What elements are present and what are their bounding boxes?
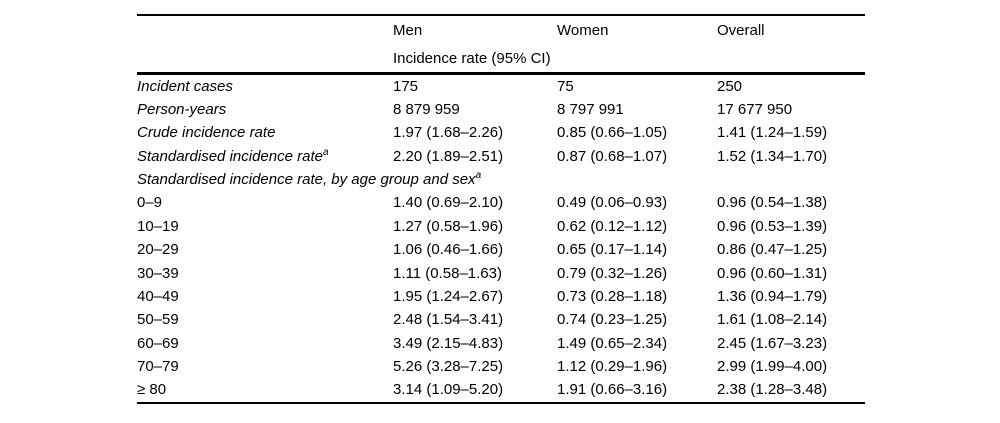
women-value: 75 — [557, 77, 574, 95]
table-row: Crude incidence rate 1.97 (1.68–2.26) 0.… — [137, 121, 865, 144]
table-header: Men Women Overall Incidence rate (95% CI… — [137, 15, 865, 73]
row-label: Crude incidence rate — [137, 124, 276, 142]
footnote-marker: a — [475, 170, 482, 182]
column-header-men: Men — [393, 22, 423, 39]
women-value: 0.87 (0.68–1.07) — [557, 147, 668, 165]
subheader-incidence-rate: Incidence rate (95% CI) — [393, 49, 551, 67]
table-row: 60–69 3.49 (2.15–4.83) 1.49 (0.65–2.34) … — [137, 331, 865, 354]
overall-value: 0.96 (0.60–1.31) — [717, 264, 828, 282]
subheader-empty — [137, 45, 393, 73]
women-value: 1.49 (0.65–2.34) — [557, 334, 668, 352]
table-row: 10–19 1.27 (0.58–1.96) 0.62 (0.12–1.12) … — [137, 215, 865, 238]
men-value: 5.26 (3.28–7.25) — [393, 357, 504, 375]
men-value: 1.95 (1.24–2.67) — [393, 287, 504, 305]
column-header-row: Men Women Overall — [137, 15, 865, 45]
table-row: 50–59 2.48 (1.54–3.41) 0.74 (0.23–1.25) … — [137, 308, 865, 331]
women-value: 0.65 (0.17–1.14) — [557, 241, 668, 259]
age-group-label: 60–69 — [137, 334, 179, 352]
table-row: Incident cases 175 75 250 — [137, 73, 865, 98]
age-group-label: 30–39 — [137, 264, 179, 282]
overall-value: 2.99 (1.99–4.00) — [717, 357, 828, 375]
women-value: 0.79 (0.32–1.26) — [557, 264, 668, 282]
section-label-text: Standardised incidence rate, by age grou… — [137, 171, 476, 189]
men-value: 1.06 (0.46–1.66) — [393, 241, 504, 259]
age-group-label: ≥ 80 — [137, 381, 167, 399]
age-group-label: 50–59 — [137, 311, 179, 329]
men-value: 1.27 (0.58–1.96) — [393, 217, 504, 235]
section-label: Standardised incidence rate, by age grou… — [137, 168, 865, 191]
women-value: 0.62 (0.12–1.12) — [557, 217, 668, 235]
overall-value: 0.86 (0.47–1.25) — [717, 241, 828, 259]
table-row: 40–49 1.95 (1.24–2.67) 0.73 (0.28–1.18) … — [137, 285, 865, 308]
men-value: 2.48 (1.54–3.41) — [393, 311, 504, 329]
men-value: 1.40 (0.69–2.10) — [393, 194, 504, 212]
overall-value: 1.52 (1.34–1.70) — [717, 147, 828, 165]
age-group-label: 40–49 — [137, 287, 179, 305]
row-label: Incident cases — [137, 77, 233, 95]
table-row: 30–39 1.11 (0.58–1.63) 0.79 (0.32–1.26) … — [137, 261, 865, 284]
women-value: 0.74 (0.23–1.25) — [557, 311, 668, 329]
age-group-label: 10–19 — [137, 217, 179, 235]
overall-value: 0.96 (0.53–1.39) — [717, 217, 828, 235]
women-value: 8 797 991 — [557, 101, 624, 119]
women-value: 0.85 (0.66–1.05) — [557, 124, 668, 142]
overall-value: 1.36 (0.94–1.79) — [717, 287, 828, 305]
overall-value: 1.61 (1.08–2.14) — [717, 311, 828, 329]
men-value: 1.97 (1.68–2.26) — [393, 124, 504, 142]
men-value: 1.11 (0.58–1.63) — [393, 264, 502, 282]
overall-value: 17 677 950 — [717, 101, 793, 119]
incidence-table: Men Women Overall Incidence rate (95% CI… — [137, 14, 865, 404]
row-label: Person-years — [137, 101, 227, 119]
overall-value: 1.41 (1.24–1.59) — [717, 124, 828, 142]
row-label: Standardised incidence ratea — [137, 145, 393, 168]
women-value: 0.49 (0.06–0.93) — [557, 194, 668, 212]
women-value: 1.12 (0.29–1.96) — [557, 357, 668, 375]
age-group-label: 0–9 — [137, 194, 163, 212]
overall-value: 2.45 (1.67–3.23) — [717, 334, 828, 352]
age-group-label: 20–29 — [137, 241, 179, 259]
table-row: 70–79 5.26 (3.28–7.25) 1.12 (0.29–1.96) … — [137, 355, 865, 378]
overall-value: 2.38 (1.28–3.48) — [717, 381, 828, 399]
men-value: 2.20 (1.89–2.51) — [393, 147, 504, 165]
incidence-table-wrapper: Men Women Overall Incidence rate (95% CI… — [137, 14, 865, 404]
men-value: 3.49 (2.15–4.83) — [393, 334, 504, 352]
overall-value: 0.96 (0.54–1.38) — [717, 194, 828, 212]
column-header-women: Women — [557, 22, 609, 39]
row-label-header-empty — [137, 15, 393, 45]
subheader-row: Incidence rate (95% CI) — [137, 45, 865, 73]
age-group-label: 70–79 — [137, 357, 179, 375]
table-row: Person-years 8 879 959 8 797 991 17 677 … — [137, 98, 865, 121]
men-value: 8 879 959 — [393, 101, 460, 119]
men-value: 3.14 (1.09–5.20) — [393, 381, 504, 399]
row-label-text: Standardised incidence rate — [137, 147, 323, 165]
table-row: 0–9 1.40 (0.69–2.10) 0.49 (0.06–0.93) 0.… — [137, 191, 865, 214]
women-value: 0.73 (0.28–1.18) — [557, 287, 668, 305]
table-body: Incident cases 175 75 250 Person-years 8… — [137, 73, 865, 403]
table-row: ≥ 80 3.14 (1.09–5.20) 1.91 (0.66–3.16) 2… — [137, 378, 865, 402]
table-row: Standardised incidence ratea 2.20 (1.89–… — [137, 145, 865, 168]
footnote-marker: a — [322, 146, 329, 158]
table-section-row: Standardised incidence rate, by age grou… — [137, 168, 865, 191]
men-value: 175 — [393, 77, 419, 95]
column-header-overall: Overall — [717, 22, 765, 39]
overall-value: 250 — [717, 77, 743, 95]
women-value: 1.91 (0.66–3.16) — [557, 381, 668, 399]
table-row: 20–29 1.06 (0.46–1.66) 0.65 (0.17–1.14) … — [137, 238, 865, 261]
